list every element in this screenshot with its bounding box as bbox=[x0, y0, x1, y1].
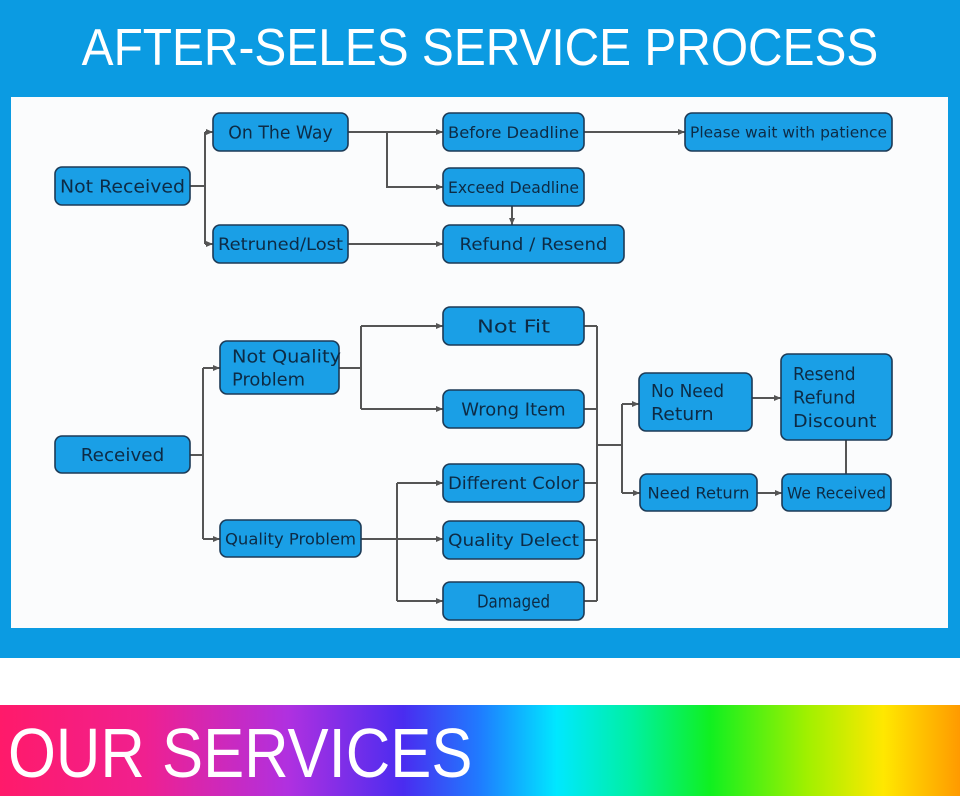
node-box bbox=[780, 353, 893, 441]
node-label: Quality Delect bbox=[448, 531, 579, 551]
node-refund-resend: Refund / Resend bbox=[442, 224, 625, 264]
node-label: Problem bbox=[232, 370, 305, 391]
node-box bbox=[212, 112, 349, 152]
node-we-received: We Received bbox=[781, 473, 892, 512]
services-heading: OUR SERVICES bbox=[8, 714, 473, 792]
node-box bbox=[54, 435, 191, 474]
node-label: Need Return bbox=[647, 483, 749, 502]
node-label: Before Deadline bbox=[448, 123, 579, 142]
node-label: We Received bbox=[787, 483, 886, 502]
node-need-return: Need Return bbox=[639, 473, 758, 512]
node-label: Not Received bbox=[60, 176, 185, 197]
node-received: Received bbox=[54, 435, 191, 474]
node-label: Discount bbox=[793, 411, 877, 432]
node-before-deadline: Before Deadline bbox=[442, 112, 585, 152]
connector-arrow bbox=[386, 132, 443, 190]
node-box bbox=[219, 519, 362, 558]
node-different-color: Different Color bbox=[442, 463, 585, 503]
node-box bbox=[212, 224, 349, 264]
page-title: AFTER-SELES SERVICE PROCESS bbox=[81, 19, 879, 77]
node-label: Resend bbox=[793, 364, 856, 385]
node-exceed-deadline: Exceed Deadline bbox=[442, 167, 585, 207]
node-box bbox=[442, 167, 585, 207]
node-label: Different Color bbox=[448, 474, 579, 494]
node-label: Received bbox=[81, 445, 165, 466]
node-on-the-way: On The Way bbox=[212, 112, 349, 152]
node-label: Not Quality bbox=[232, 346, 341, 367]
process-flowchart: Not Received On The Way Retruned/Lost Befor… bbox=[54, 112, 893, 621]
node-not-fit: Not Fit bbox=[442, 306, 585, 346]
header-banner: AFTER-SELES SERVICE PROCESS Not Received… bbox=[0, 0, 960, 658]
node-please-wait: Please wait with patience bbox=[684, 112, 893, 152]
node-label: Exceed Deadline bbox=[448, 178, 579, 197]
node-box bbox=[638, 372, 753, 432]
node-box bbox=[639, 473, 758, 512]
node-damaged: Damaged bbox=[442, 581, 585, 621]
node-not-quality-problem: Not Quality Problem bbox=[219, 340, 341, 395]
node-label: Retruned/Lost bbox=[218, 235, 343, 255]
node-label: Refund bbox=[793, 387, 856, 408]
node-box bbox=[442, 581, 585, 621]
node-box bbox=[684, 112, 893, 152]
node-box bbox=[219, 340, 340, 395]
node-not-received: Not Received bbox=[54, 166, 191, 206]
node-label: Return bbox=[651, 404, 714, 425]
node-label: Refund / Resend bbox=[460, 235, 608, 255]
node-label: Not Fit bbox=[477, 316, 550, 337]
node-box bbox=[781, 473, 892, 512]
node-box bbox=[442, 306, 585, 346]
node-label: Please wait with patience bbox=[690, 123, 887, 141]
node-box bbox=[442, 112, 585, 152]
node-box bbox=[442, 389, 585, 429]
node-box bbox=[442, 520, 585, 560]
node-quality-problem: Quality Problem bbox=[219, 519, 362, 558]
node-label: Damaged bbox=[477, 591, 550, 612]
node-wrong-item: Wrong Item bbox=[442, 389, 585, 429]
services-banner: OUR SERVICES bbox=[0, 705, 960, 796]
node-label: Wrong Item bbox=[461, 399, 565, 420]
node-box bbox=[442, 463, 585, 503]
node-box bbox=[442, 224, 625, 264]
node-box bbox=[54, 166, 191, 206]
node-quality-defect: Quality Delect bbox=[442, 520, 585, 560]
node-label: Quality Problem bbox=[225, 529, 356, 548]
node-label: On The Way bbox=[228, 122, 333, 143]
node-label: No Need bbox=[651, 381, 724, 402]
node-returned-lost: Retruned/Lost bbox=[212, 224, 349, 264]
diagram-panel: Not Received On The Way Retruned/Lost Befor… bbox=[11, 97, 948, 628]
